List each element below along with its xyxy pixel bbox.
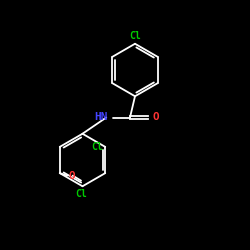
Text: O: O <box>152 112 159 122</box>
Text: Cl: Cl <box>76 189 87 199</box>
Text: Cl: Cl <box>129 31 141 41</box>
Text: HN: HN <box>94 112 108 122</box>
Text: Cl: Cl <box>91 142 103 152</box>
Text: O: O <box>68 170 75 180</box>
